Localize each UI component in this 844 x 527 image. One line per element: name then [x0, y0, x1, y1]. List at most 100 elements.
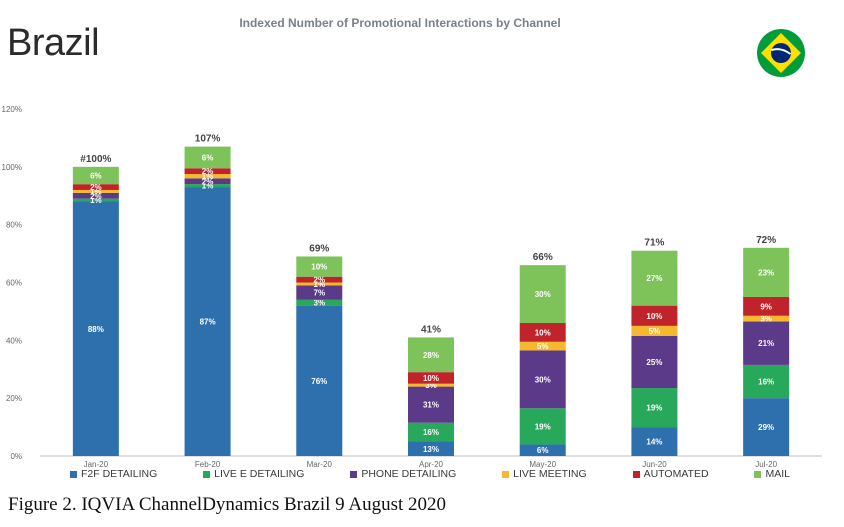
- legend-label: PHONE DETAILING: [361, 468, 457, 480]
- bars: 88%1%2%1%2%6%#100%87%1%2%1%2%6%107%76%3%…: [72, 134, 790, 456]
- bar-total-label: 66%: [533, 252, 553, 263]
- flag-blue-globe: [771, 43, 791, 63]
- legend-item: LIVE MEETING: [502, 468, 587, 480]
- bar-segment: [408, 422, 454, 442]
- segment-data-label: 76%: [311, 377, 327, 386]
- bar-segment: [72, 201, 119, 456]
- bar-segment: [296, 285, 343, 300]
- segment-data-label: 10%: [311, 263, 327, 272]
- bar-segment: [519, 265, 566, 323]
- bar-segment: [631, 325, 678, 336]
- legend-label: AUTOMATED: [643, 468, 709, 480]
- segment-data-label: 10%: [535, 328, 551, 337]
- bar-total-label: 69%: [309, 243, 329, 254]
- segment-data-label: 30%: [535, 290, 551, 299]
- bar-segment: [408, 386, 454, 423]
- y-tick-label: 100%: [2, 163, 22, 172]
- bar-total-label: 72%: [756, 235, 776, 246]
- bar-segment: [519, 341, 566, 351]
- bar-total-label: #100%: [80, 154, 111, 165]
- bar-segment: [743, 247, 790, 297]
- bar-segment: [631, 250, 678, 306]
- bar-segment: [519, 444, 566, 456]
- legend-item: PHONE DETAILING: [350, 468, 456, 480]
- segment-data-label: 5%: [537, 342, 549, 351]
- segment-data-label: 87%: [200, 318, 216, 327]
- segment-data-label: 16%: [758, 378, 774, 387]
- y-tick-label: 60%: [6, 279, 22, 288]
- legend-swatch: [754, 470, 762, 478]
- y-axis: 0% 20% 40% 60% 80% 100% 120%: [2, 105, 22, 461]
- bar-total-label: 107%: [195, 134, 221, 145]
- bar-segment: [72, 184, 119, 190]
- bar-segment: [519, 408, 566, 445]
- segment-data-label: 29%: [758, 423, 774, 432]
- legend-item: AUTOMATED: [632, 468, 709, 480]
- segment-data-label: 23%: [758, 268, 774, 277]
- bar-segment: [743, 364, 790, 399]
- bar-segment: [184, 146, 231, 169]
- segment-data-label: 25%: [646, 358, 662, 367]
- bar-segment: [72, 192, 119, 199]
- segment-data-label: 13%: [423, 445, 439, 454]
- segment-data-label: 2%: [314, 276, 326, 285]
- segment-data-label: 19%: [646, 404, 662, 413]
- bar-segment: [743, 398, 790, 456]
- segment-data-label: 30%: [535, 375, 551, 384]
- bar-segment: [296, 305, 343, 456]
- segment-data-label: 14%: [646, 438, 662, 447]
- legend-item: MAIL: [754, 468, 790, 480]
- bar-segment: [743, 321, 790, 365]
- segment-data-label: 28%: [423, 351, 439, 360]
- bar-segment: [184, 168, 231, 175]
- segment-data-label: 19%: [535, 422, 551, 431]
- legend-label: MAIL: [765, 468, 790, 480]
- y-tick-label: 0%: [10, 452, 22, 461]
- bar-total-label: 41%: [421, 324, 441, 335]
- bar-total-label: 71%: [644, 238, 664, 249]
- y-tick-label: 120%: [2, 105, 22, 114]
- bar-segment: [184, 184, 231, 188]
- bar-segment: [184, 187, 231, 456]
- chart-title: Indexed Number of Promotional Interactio…: [239, 16, 561, 30]
- segment-data-label: 3%: [425, 381, 437, 390]
- bar-segment: [631, 427, 678, 456]
- bar-segment: [408, 337, 454, 373]
- x-tick-label: Feb-20: [195, 460, 221, 469]
- segment-data-label: 6%: [202, 153, 214, 162]
- bar-segment: [184, 174, 231, 179]
- bar-segment: [296, 256, 343, 277]
- segment-data-label: 1%: [202, 182, 214, 191]
- legend-swatch: [203, 470, 211, 478]
- x-tick-label: May-20: [529, 460, 556, 469]
- segment-data-label: 10%: [646, 312, 662, 321]
- bar-segment: [743, 296, 790, 316]
- legend-swatch: [632, 470, 640, 478]
- segment-data-label: 2%: [202, 177, 214, 186]
- segment-data-label: 6%: [90, 172, 102, 181]
- bar-segment: [631, 335, 678, 389]
- bar-segment: [743, 315, 790, 322]
- segment-data-label: 1%: [90, 196, 102, 205]
- y-tick-label: 20%: [6, 394, 22, 403]
- segment-data-label: 7%: [314, 289, 326, 298]
- legend-label: F2F DETAILING: [81, 468, 158, 480]
- bar-segment: [296, 299, 343, 306]
- bar-segment: [519, 350, 566, 409]
- bar-segment: [72, 189, 119, 193]
- segment-data-label: 31%: [423, 401, 439, 410]
- chart-slide: Indexed Number of Promotional Interactio…: [1, 16, 822, 480]
- stacked-bar-chart: 0% 20% 40% 60% 80% 100% 120% Jan-20 Feb-20 Mar-2…: [2, 105, 822, 469]
- bar-segment: [408, 441, 454, 456]
- x-tick-label: Apr-20: [419, 460, 444, 469]
- flag-white-band: [771, 48, 792, 55]
- bar-segment: [296, 276, 343, 283]
- bar-segment: [408, 372, 454, 384]
- brazil-flag-icon: [757, 29, 805, 77]
- x-tick-label: Jun-20: [642, 460, 667, 469]
- bar-segment: [296, 282, 343, 286]
- segment-data-label: 27%: [646, 274, 662, 283]
- segment-data-label: 3%: [760, 315, 772, 324]
- segment-data-label: 1%: [314, 280, 326, 289]
- segment-data-label: 16%: [423, 428, 439, 437]
